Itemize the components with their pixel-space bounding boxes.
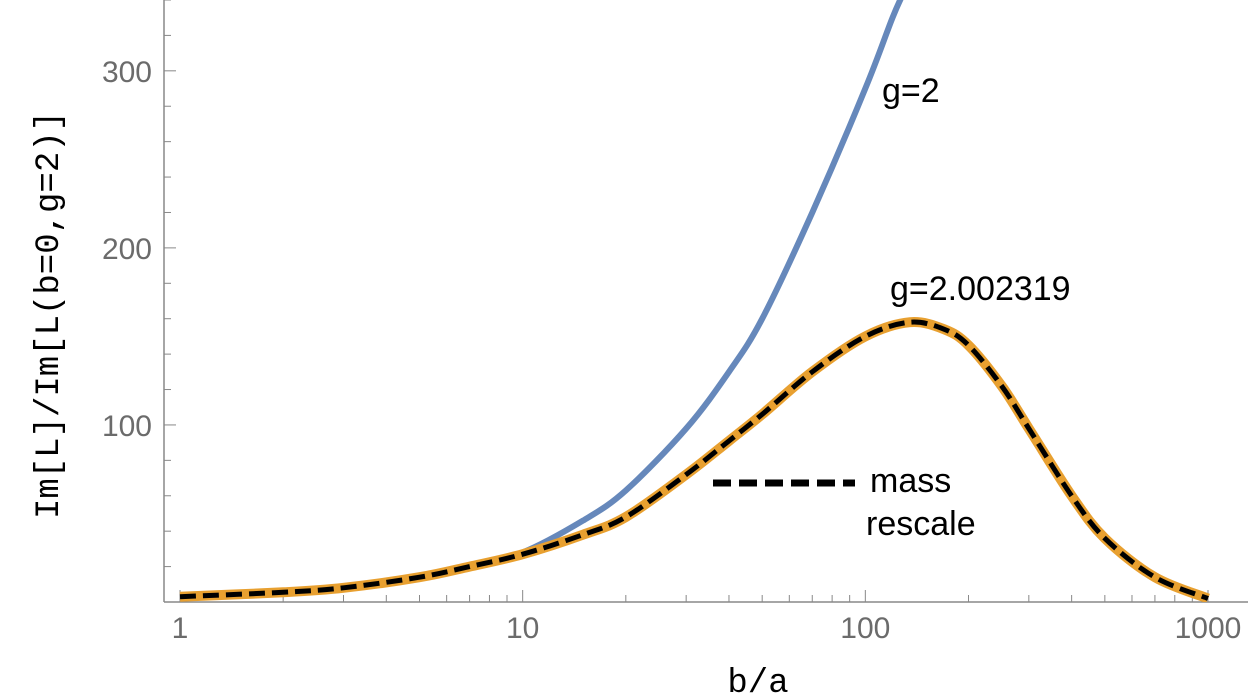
x-axis-title: b/a [727,665,788,699]
annotation-g-anomalous: g=2.002319 [890,270,1071,308]
x-tick-label: 100 [840,612,890,645]
axes [163,0,1248,603]
x-tick-label: 1 [172,612,189,645]
series-line-2 [179,319,1209,601]
axis-ticks: 1 10 100 1000 100 200 300 [102,0,1241,645]
legend-label-line1: mass [870,462,951,500]
legend-label-line2: rescale [866,505,976,543]
series-layer [179,0,1210,602]
series-line-1 [179,317,1210,602]
series-line-0 [179,0,904,600]
y-axis-title: Im[L]/Im[L(b=0,g=2)] [31,111,69,519]
annotation-g2: g=2 [882,72,940,110]
y-tick-label: 200 [102,233,152,266]
y-tick-label: 100 [102,410,152,443]
y-tick-label: 300 [102,56,152,89]
x-tick-label: 10 [506,612,539,645]
x-tick-label: 1000 [1175,612,1242,645]
